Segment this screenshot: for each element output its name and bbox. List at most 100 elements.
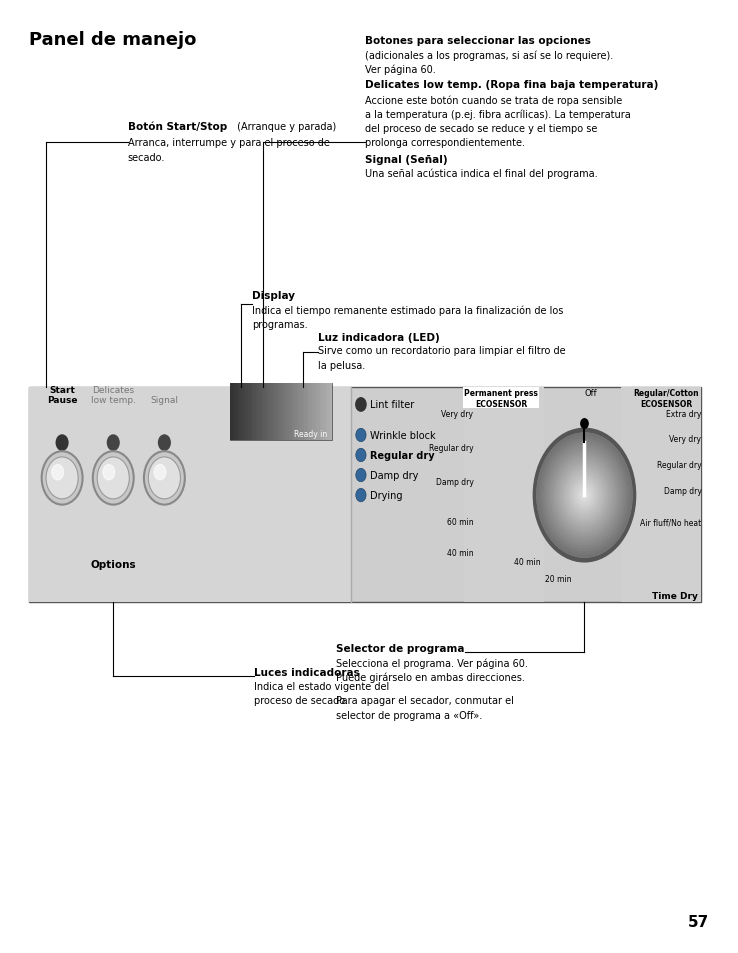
Circle shape — [108, 436, 119, 451]
Text: Regular/Cotton
ECOSENSOR: Regular/Cotton ECOSENSOR — [633, 389, 699, 408]
Text: Para apagar el secador, conmutar el: Para apagar el secador, conmutar el — [336, 696, 514, 705]
Text: Damp dry: Damp dry — [370, 471, 418, 480]
Text: Arranca, interrumpe y para el proceso de: Arranca, interrumpe y para el proceso de — [128, 138, 330, 148]
Text: Una señal acústica indica el final del programa.: Una señal acústica indica el final del p… — [365, 169, 598, 179]
Text: Very dry: Very dry — [669, 435, 701, 444]
Text: Drying: Drying — [370, 491, 402, 500]
Text: Botones para seleccionar las opciones: Botones para seleccionar las opciones — [365, 36, 591, 46]
Circle shape — [41, 452, 83, 505]
Text: proceso de secado.: proceso de secado. — [255, 696, 348, 705]
FancyBboxPatch shape — [266, 383, 269, 440]
FancyBboxPatch shape — [317, 383, 320, 440]
FancyBboxPatch shape — [286, 383, 289, 440]
Text: Lint filter: Lint filter — [370, 400, 414, 410]
FancyBboxPatch shape — [304, 383, 307, 440]
FancyBboxPatch shape — [251, 383, 253, 440]
Circle shape — [559, 461, 610, 530]
Circle shape — [534, 429, 635, 562]
Text: 40 min: 40 min — [514, 558, 541, 567]
Circle shape — [356, 469, 366, 482]
FancyBboxPatch shape — [271, 383, 274, 440]
Text: Permanent press
ECOSENSOR: Permanent press ECOSENSOR — [464, 389, 538, 408]
Circle shape — [561, 465, 608, 526]
Text: Start
Pause: Start Pause — [46, 386, 77, 405]
Circle shape — [356, 449, 366, 462]
FancyBboxPatch shape — [320, 383, 323, 440]
Circle shape — [575, 483, 594, 508]
Circle shape — [570, 477, 599, 515]
Circle shape — [577, 486, 592, 505]
FancyBboxPatch shape — [302, 383, 304, 440]
Text: Selecciona el programa. Ver página 60.: Selecciona el programa. Ver página 60. — [336, 658, 528, 668]
Text: 20 min: 20 min — [545, 574, 571, 583]
Circle shape — [546, 446, 622, 545]
Circle shape — [154, 465, 166, 480]
FancyBboxPatch shape — [248, 383, 251, 440]
Circle shape — [148, 457, 181, 499]
Text: Ready in: Ready in — [294, 430, 328, 438]
FancyBboxPatch shape — [621, 388, 701, 602]
Circle shape — [563, 468, 606, 523]
Text: del proceso de secado se reduce y el tiempo se: del proceso de secado se reduce y el tie… — [365, 124, 598, 133]
FancyBboxPatch shape — [263, 383, 266, 440]
FancyBboxPatch shape — [297, 383, 299, 440]
FancyBboxPatch shape — [274, 383, 276, 440]
Circle shape — [582, 493, 587, 498]
FancyBboxPatch shape — [289, 383, 292, 440]
Text: Puede girárselo en ambas direcciones.: Puede girárselo en ambas direcciones. — [336, 672, 525, 682]
Text: 40 min: 40 min — [446, 548, 474, 558]
Circle shape — [573, 480, 596, 511]
Circle shape — [565, 471, 604, 520]
Circle shape — [539, 436, 630, 555]
FancyBboxPatch shape — [30, 388, 701, 602]
Text: Options: Options — [91, 559, 136, 569]
FancyBboxPatch shape — [325, 383, 328, 440]
Text: Regular dry: Regular dry — [429, 443, 474, 453]
FancyBboxPatch shape — [232, 383, 235, 440]
Circle shape — [544, 443, 625, 548]
Text: Ver página 60.: Ver página 60. — [365, 65, 436, 75]
Circle shape — [580, 490, 589, 502]
FancyBboxPatch shape — [279, 383, 281, 440]
FancyBboxPatch shape — [230, 383, 332, 440]
Text: 57: 57 — [687, 914, 708, 929]
Circle shape — [97, 457, 129, 499]
Text: Indica el estado vigente del: Indica el estado vigente del — [255, 681, 390, 691]
FancyBboxPatch shape — [281, 383, 284, 440]
Circle shape — [581, 419, 588, 429]
Text: Signal: Signal — [151, 396, 179, 405]
Text: Wrinkle block: Wrinkle block — [370, 431, 435, 440]
Circle shape — [356, 489, 366, 502]
Text: Display: Display — [252, 291, 295, 300]
Circle shape — [144, 452, 184, 505]
Circle shape — [93, 452, 134, 505]
Text: Regular dry: Regular dry — [657, 460, 701, 470]
Text: Very dry: Very dry — [441, 409, 474, 418]
Circle shape — [537, 434, 632, 558]
FancyBboxPatch shape — [261, 383, 263, 440]
Text: 60 min: 60 min — [446, 517, 474, 527]
Circle shape — [159, 436, 170, 451]
FancyBboxPatch shape — [307, 383, 309, 440]
Text: selector de programa a «Off».: selector de programa a «Off». — [336, 710, 483, 720]
Circle shape — [356, 429, 366, 442]
FancyBboxPatch shape — [238, 383, 241, 440]
Text: Accione este botón cuando se trata de ropa sensible: Accione este botón cuando se trata de ro… — [365, 95, 623, 106]
Text: Botón Start/Stop: Botón Start/Stop — [128, 121, 227, 132]
FancyBboxPatch shape — [464, 388, 545, 602]
FancyBboxPatch shape — [330, 383, 332, 440]
Text: Luces indicadoras: Luces indicadoras — [255, 667, 360, 677]
FancyBboxPatch shape — [312, 383, 314, 440]
FancyBboxPatch shape — [30, 388, 351, 602]
Text: Delicates low temp. (Ropa fina baja temperatura): Delicates low temp. (Ropa fina baja temp… — [365, 80, 659, 90]
Circle shape — [46, 457, 78, 499]
FancyBboxPatch shape — [258, 383, 261, 440]
FancyBboxPatch shape — [269, 383, 271, 440]
FancyBboxPatch shape — [299, 383, 302, 440]
FancyBboxPatch shape — [292, 383, 294, 440]
Text: Sirve como un recordatorio para limpiar el filtro de: Sirve como un recordatorio para limpiar … — [318, 346, 565, 355]
Text: Time Dry: Time Dry — [652, 592, 697, 600]
FancyBboxPatch shape — [243, 383, 246, 440]
Text: Off: Off — [584, 389, 596, 397]
Text: Selector de programa: Selector de programa — [336, 643, 465, 653]
